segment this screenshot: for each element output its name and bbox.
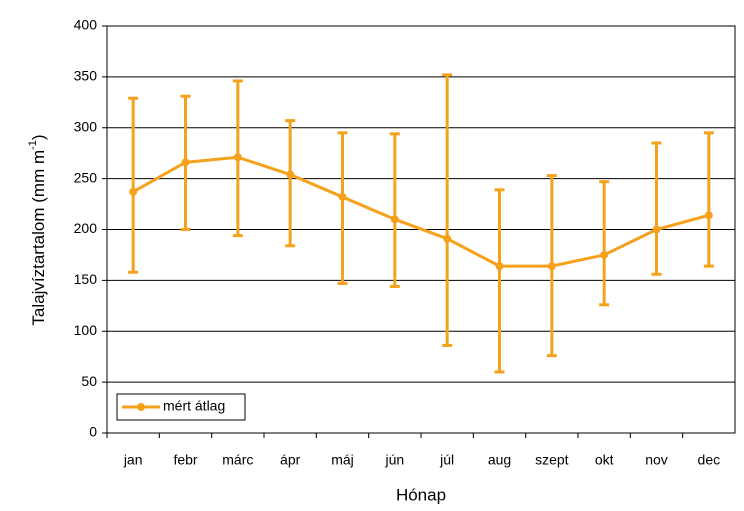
- y-axis-title: Talajvíztartalom (mm m-1): [27, 134, 49, 325]
- data-point: [600, 250, 609, 259]
- data-point: [286, 170, 295, 179]
- legend: mért átlag: [116, 393, 246, 421]
- legend-marker: [137, 403, 145, 411]
- legend-label: mért átlag: [163, 398, 225, 414]
- x-tick-label: márc: [222, 452, 253, 468]
- x-axis-title: Hónap: [396, 485, 446, 504]
- y-tick-label: 100: [74, 322, 98, 338]
- x-tick-label: jún: [384, 452, 404, 468]
- data-point: [338, 192, 347, 201]
- data-point: [704, 211, 713, 220]
- y-tick-label: 250: [74, 169, 98, 185]
- y-tick-label: 400: [74, 17, 98, 33]
- x-tick-label: júl: [439, 452, 454, 468]
- data-point: [390, 215, 399, 224]
- data-point: [443, 234, 452, 243]
- y-tick-label: 350: [74, 68, 98, 84]
- y-tick-label: 200: [74, 220, 98, 236]
- y-tick-label: 50: [81, 373, 97, 389]
- x-tick-label: nov: [645, 452, 668, 468]
- y-axis-title-end: ): [29, 134, 48, 140]
- y-tick-label: 0: [89, 424, 97, 440]
- x-tick-label: dec: [698, 452, 721, 468]
- x-tick-label: aug: [488, 452, 511, 468]
- data-point: [495, 262, 504, 271]
- x-tick-label: okt: [595, 452, 614, 468]
- x-tick-label: máj: [331, 452, 354, 468]
- series-line: [132, 155, 710, 268]
- data-point: [129, 187, 138, 196]
- x-tick-label: febr: [173, 452, 197, 468]
- data-point: [233, 153, 242, 162]
- y-tick-label: 300: [74, 118, 98, 134]
- y-axis-title-sup: -1: [27, 140, 39, 150]
- x-tick-label: szept: [535, 452, 569, 468]
- data-point: [547, 262, 556, 271]
- y-tick-label: 150: [74, 271, 98, 287]
- x-tick-label: ápr: [280, 452, 301, 468]
- data-point: [652, 225, 661, 234]
- x-tick-label: jan: [123, 452, 143, 468]
- y-axis-title-main: Talajvíztartalom (mm m: [29, 150, 48, 326]
- data-point: [181, 158, 190, 167]
